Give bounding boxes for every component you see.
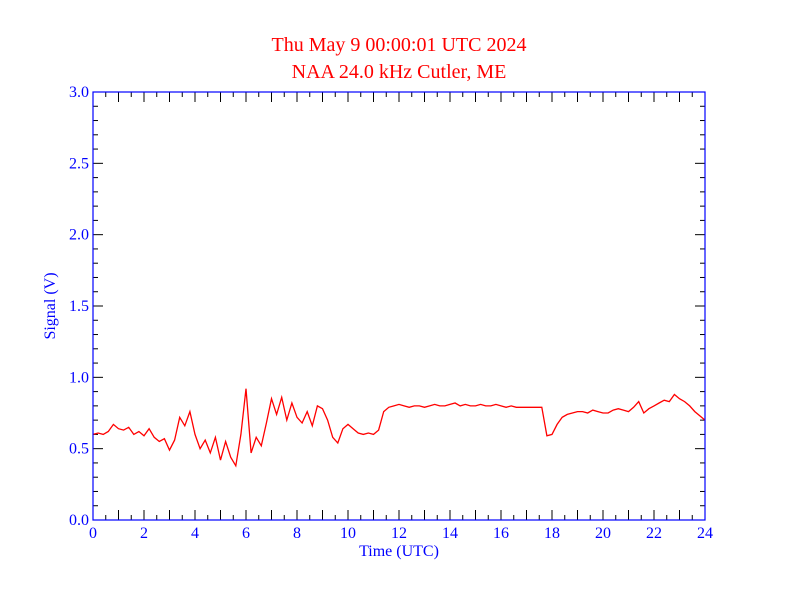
x-tick-label: 24: [697, 525, 713, 542]
y-tick-label: 2.5: [69, 155, 89, 172]
x-tick-label: 22: [646, 525, 662, 542]
x-tick-label: 6: [242, 525, 250, 542]
y-tick-label: 3.0: [69, 84, 89, 101]
x-tick-label: 18: [544, 525, 560, 542]
x-tick-label: 10: [340, 525, 356, 542]
x-tick-label: 12: [391, 525, 407, 542]
y-tick-label: 1.5: [69, 298, 89, 315]
y-tick-label: 1.0: [69, 369, 89, 386]
y-axis-label: Signal (V): [42, 272, 59, 339]
chart-subtitle: NAA 24.0 kHz Cutler, ME: [292, 61, 507, 83]
tick-labels: 0 2 4 6 8 10 12 14 16 18 20 22 240.00.51.01.52.02.53…: [69, 84, 713, 542]
x-tick-label: 20: [595, 525, 611, 542]
chart-title: Thu May 9 00:00:01 UTC 2024: [272, 34, 527, 56]
plot-frame: [92, 91, 706, 521]
axis-ticks: [92, 91, 706, 521]
y-tick-label: 0.0: [69, 512, 89, 529]
y-tick-label: 2.0: [69, 227, 89, 244]
signal-series-line: [92, 388, 706, 468]
x-tick-label: 0: [89, 525, 97, 542]
x-axis-label: Time (UTC): [359, 543, 439, 560]
x-tick-label: 16: [493, 525, 509, 542]
x-tick-label: 4: [191, 525, 199, 542]
x-tick-label: 8: [293, 525, 301, 542]
x-tick-label: 14: [442, 525, 458, 542]
y-tick-label: 0.5: [69, 441, 89, 458]
x-tick-label: 2: [140, 525, 148, 542]
